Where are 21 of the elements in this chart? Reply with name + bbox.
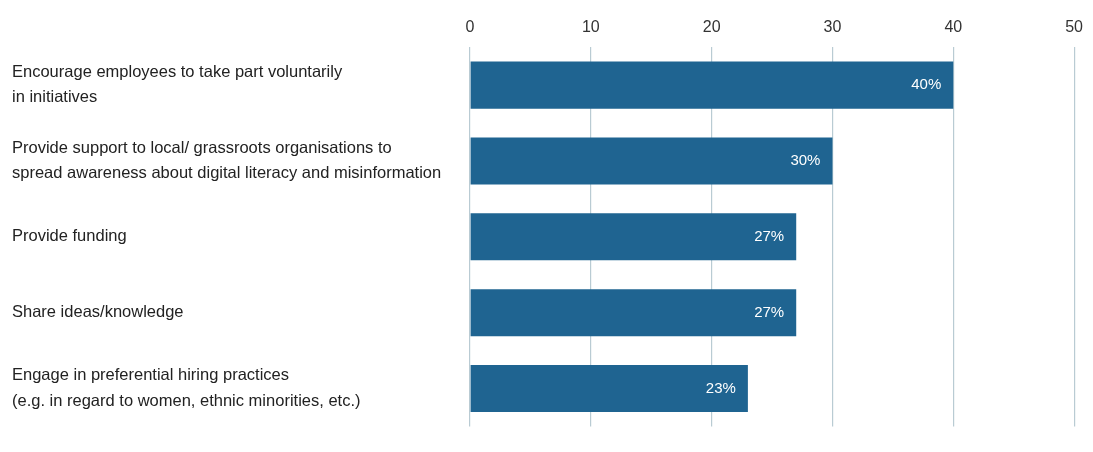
data-label: 27% — [754, 302, 785, 320]
data-label: 40% — [911, 75, 942, 93]
bar — [470, 137, 833, 185]
data-label: 30% — [790, 151, 821, 169]
bar — [470, 289, 797, 337]
bar — [470, 364, 748, 413]
y-tick-label: Share ideas/knowledge — [12, 302, 184, 321]
x-tick-label: 30 — [823, 18, 842, 36]
x-tick-label: 40 — [944, 18, 963, 36]
y-tick-label: Provide funding — [12, 226, 127, 245]
y-tick-label: Provide support to local/ grassroots organisations to spread awareness about digital literacy and misinformation — [12, 137, 442, 182]
data-label: 23% — [705, 378, 736, 396]
x-tick-label: 0 — [465, 18, 475, 36]
y-tick-label: Encourage employees to take part voluntarily in initiatives — [12, 61, 343, 106]
bar — [470, 213, 797, 261]
bar — [470, 61, 954, 109]
x-tick-label: 20 — [702, 18, 721, 36]
x-tick-label: 50 — [1065, 18, 1084, 36]
x-tick-label: 10 — [581, 18, 600, 36]
y-tick-label: Engage in preferential hiring practices (e.g. in regard to women, ethnic minorities, etc.) — [12, 365, 361, 409]
data-label: 27% — [754, 226, 785, 244]
